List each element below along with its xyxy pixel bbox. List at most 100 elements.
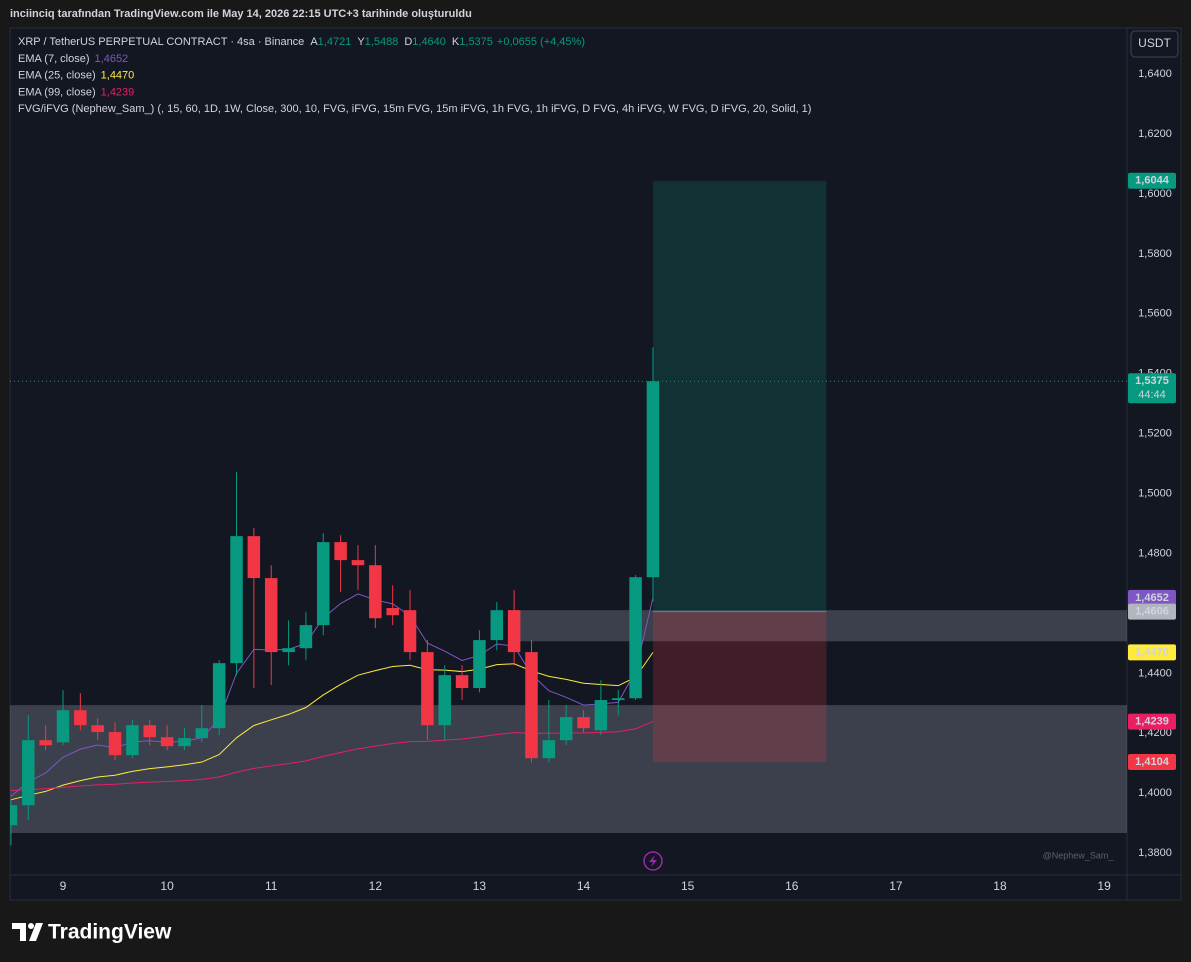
candle-body [577,717,590,729]
candle-body [91,725,104,733]
y-tick-label: 1,5800 [1138,248,1172,260]
x-tick-label: 18 [993,879,1007,893]
x-tick-label: 16 [785,879,799,893]
candle-body [108,732,122,756]
candle-body [39,740,52,746]
x-tick-label: 17 [889,879,903,893]
x-tick-label: 13 [473,879,487,893]
legend: XRP / TetherUS PERPETUAL CONTRACT · 4sa … [18,36,811,115]
ohlc-value: 1,5488 [365,36,399,48]
candle-body [490,610,504,641]
y-tick-label: 1,5200 [1138,428,1172,440]
candle-body [74,710,87,726]
y-tick-label: 1,5000 [1138,488,1172,500]
brand-logo [12,923,43,941]
logo-dot [28,923,34,929]
x-tick-label: 9 [60,879,67,893]
candle-body [507,610,521,653]
y-tick-label: 1,4200 [1138,727,1172,739]
candle-body [212,663,226,729]
replay-icon[interactable] [643,851,663,871]
chart-background [9,27,1182,901]
y-tick-label: 1,3800 [1138,847,1172,859]
candle-body [421,652,434,726]
price-tag [1128,713,1176,730]
candle-body [317,542,330,626]
x-tick-label: 14 [577,879,591,893]
ohlc-value: 1,4640 [412,36,446,48]
candle-body [282,648,295,653]
candle-body [646,381,660,578]
ohlc-key: K [452,36,460,48]
plot-area [10,180,1127,846]
candle-body [334,542,347,561]
change-value: +0,0655 (+4,45%) [497,36,585,48]
price-tag-label: 1,4470 [1135,646,1169,658]
legend-entry: EMA (7, close) 1,4652 [18,53,128,65]
candle-body [473,640,486,689]
legend-value: 1,4239 [101,86,135,98]
candle-body [525,652,538,759]
x-tick-label: 19 [1097,879,1111,893]
candle-body [126,725,139,756]
candle-body [369,565,382,619]
y-tick-label: 1,6400 [1138,68,1172,80]
legend-value: 1,4470 [101,70,135,82]
fvg-zone [514,610,1127,642]
axes: 1,38001,40001,42001,44001,46001,48001,50… [60,68,1176,893]
symbol-title: XRP / TetherUS PERPETUAL CONTRACT · 4sa … [18,36,304,48]
candle-body [542,740,556,759]
stop-zone [652,611,827,763]
legend-title-line: XRP / TetherUS PERPETUAL CONTRACT · 4sa … [18,36,585,48]
price-tag-label: 1,4104 [1135,756,1170,768]
y-tick-label: 1,6000 [1138,188,1172,200]
ema-line [10,721,654,792]
ohlc-key: A [310,36,318,48]
ema-line [10,652,654,801]
price-tag [1128,589,1176,606]
candle-body [438,675,451,726]
x-tick-label: 15 [681,879,695,893]
ohlc-key: Y [357,36,365,48]
price-tag [1128,603,1176,620]
candle-body [299,625,313,649]
candle-body [160,737,174,747]
candle-body [230,536,243,664]
candle-body [351,560,365,566]
price-tag-label: 1,6044 [1135,175,1170,187]
x-tick-label: 12 [369,879,383,893]
price-tag-label: 1,4606 [1135,606,1169,618]
candle-body [403,610,417,653]
caption: inciinciq tarafından TradingView.com ile… [10,8,472,20]
y-tick-label: 1,4800 [1138,547,1172,559]
candle-body [559,717,573,741]
price-tag [1128,754,1176,771]
price-tag [1128,172,1176,189]
y-tick-label: 1,4000 [1138,787,1172,799]
candle-body [629,577,642,699]
currency-button[interactable] [1130,30,1179,58]
candle-body [56,710,70,743]
logo-t [12,923,26,941]
price-tag-label: 1,5375 [1135,375,1169,387]
candle-body [143,725,156,738]
candle-body [455,675,469,689]
x-tick-label: 11 [265,879,278,893]
candle-body [264,578,278,653]
y-tick-label: 1,5600 [1138,308,1172,320]
y-tick-label: 1,6200 [1138,128,1172,140]
candle-body [178,738,191,747]
target-zone [652,180,827,612]
price-tag [1128,644,1176,661]
candle-body [386,608,399,616]
candle-body [247,536,261,579]
legend-value: 1,4652 [95,53,129,65]
currency-button-label: USDT [1138,36,1171,50]
brand-name: TradingView [48,921,172,944]
candle-body [611,698,625,701]
legend-name: EMA (99, close) [18,86,96,98]
countdown: 44:44 [1138,389,1166,401]
legend-entry: EMA (25, close) 1,4470 [18,70,134,82]
